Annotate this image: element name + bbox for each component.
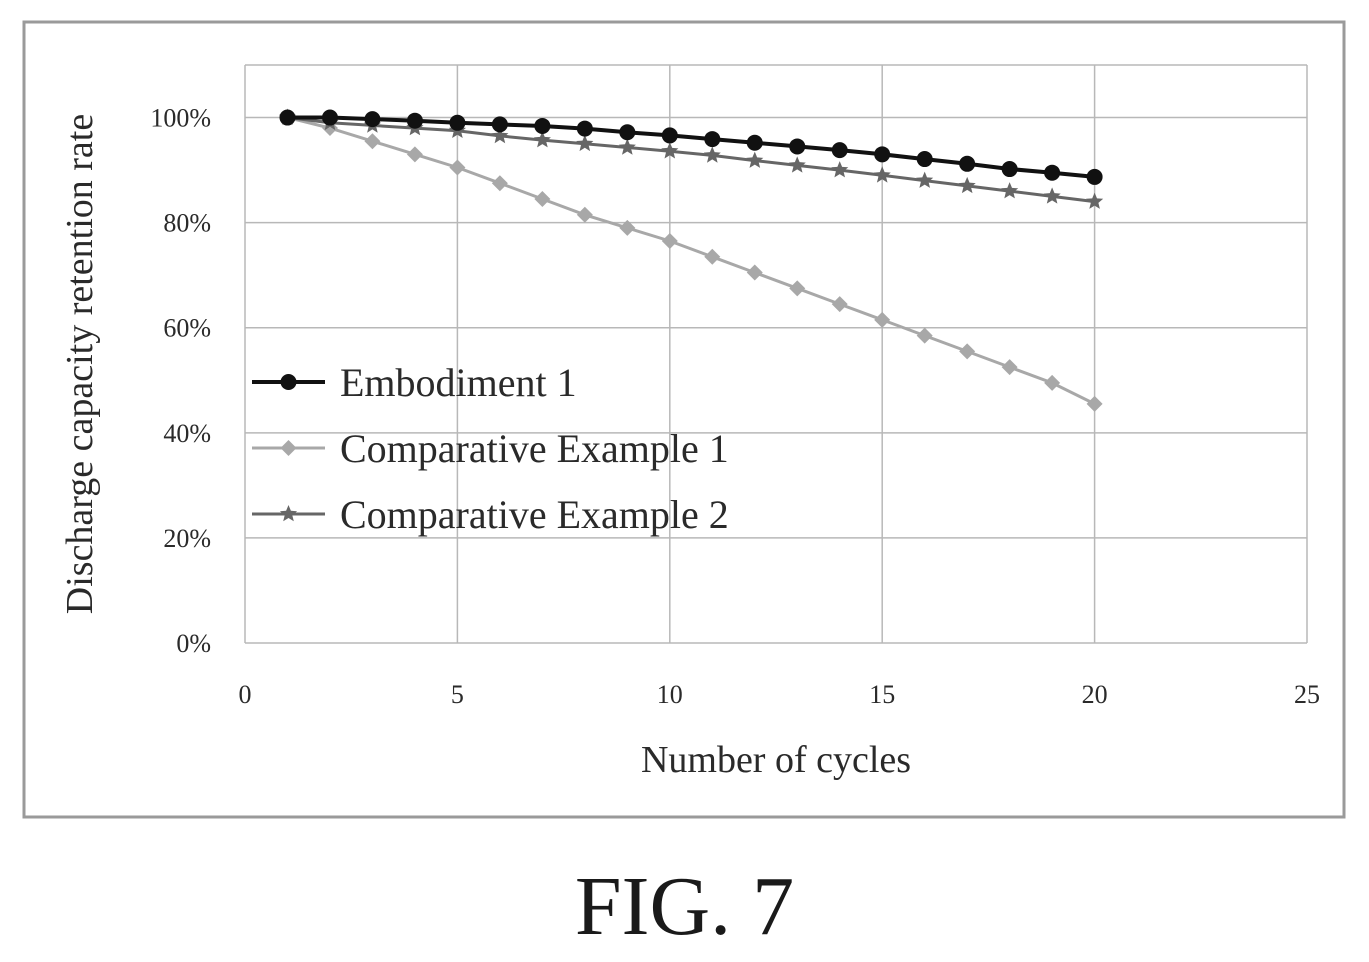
- y-axis-title: Discharge capacity retention rate: [59, 114, 101, 614]
- data-point: [406, 112, 423, 129]
- data-point: [661, 233, 678, 250]
- legend-label: Embodiment 1: [340, 360, 577, 405]
- legend: Embodiment 1 Comparative Example 1 Compara…: [252, 360, 729, 537]
- data-point: [916, 171, 934, 188]
- series-line: [287, 116, 1095, 204]
- data-point: [1001, 182, 1019, 199]
- data-point: [406, 146, 423, 163]
- figure-caption: FIG. 7: [574, 860, 795, 953]
- data-point: [321, 120, 338, 137]
- series-line: [287, 116, 1096, 406]
- data-point: [1086, 395, 1103, 412]
- data-point: [704, 248, 721, 265]
- data-point: [959, 343, 976, 360]
- legend-marker: [280, 374, 297, 390]
- series-embodiment-1: [279, 109, 1103, 185]
- chart-frame: [22, 20, 1346, 819]
- y-tick-label: 40%: [163, 419, 211, 448]
- data-point: [449, 159, 466, 176]
- data-point: [491, 116, 508, 133]
- data-point: [789, 280, 806, 297]
- series-comparative-example-2: [278, 108, 1104, 209]
- data-point: [661, 142, 679, 159]
- data-point: [874, 146, 891, 163]
- data-point: [746, 264, 763, 281]
- data-point: [704, 131, 721, 148]
- data-point: [746, 134, 763, 151]
- data-point: [1043, 187, 1061, 204]
- data-point: [746, 151, 764, 168]
- legend-item: Comparative Example 1: [252, 426, 729, 471]
- data-point: [831, 161, 849, 178]
- data-point: [364, 133, 381, 150]
- series-lines: [278, 108, 1104, 412]
- data-point: [576, 134, 594, 152]
- legend-label: Comparative Example 1: [340, 426, 729, 471]
- data-point: [874, 311, 891, 328]
- series-comparative-example-1: [279, 109, 1103, 412]
- x-tick-label: 25: [1294, 680, 1320, 709]
- data-point: [576, 206, 593, 223]
- data-point: [959, 155, 976, 172]
- y-tick-label: 100%: [150, 104, 211, 133]
- data-point: [1086, 168, 1103, 185]
- data-point: [831, 142, 848, 159]
- data-point: [618, 138, 636, 155]
- data-point: [958, 176, 976, 194]
- legend-marker: [279, 505, 298, 522]
- x-tick-label: 0: [239, 680, 252, 709]
- data-point: [916, 151, 933, 168]
- y-tick-label: 0%: [176, 629, 211, 658]
- data-point: [831, 296, 848, 313]
- data-point: [661, 127, 678, 144]
- x-tick-label: 20: [1082, 680, 1108, 709]
- data-point: [449, 114, 466, 131]
- data-point: [491, 126, 509, 144]
- data-point: [364, 111, 381, 128]
- data-point: [534, 190, 551, 207]
- data-point: [321, 109, 338, 126]
- tick-labels: 0 5 10 15 20 25 0% 20% 40% 60% 80% 100%: [150, 104, 1320, 709]
- data-point: [1044, 164, 1061, 181]
- data-point: [1044, 374, 1061, 391]
- legend-marker: [280, 440, 297, 456]
- legend-item: Comparative Example 2: [252, 492, 729, 537]
- data-point: [703, 146, 721, 163]
- x-axis-title: Number of cycles: [641, 739, 911, 781]
- data-point: [576, 120, 593, 137]
- legend-item: Embodiment 1: [252, 360, 577, 405]
- data-point: [619, 219, 636, 236]
- x-tick-label: 10: [657, 680, 683, 709]
- x-tick-label: 5: [451, 680, 464, 709]
- data-point: [1001, 161, 1018, 178]
- data-point: [916, 327, 933, 344]
- data-point: [873, 166, 891, 183]
- data-point: [1086, 192, 1104, 209]
- data-point: [533, 131, 551, 148]
- y-tick-label: 60%: [163, 314, 211, 343]
- y-tick-label: 20%: [163, 524, 211, 553]
- data-point: [619, 124, 636, 141]
- data-point: [279, 109, 296, 126]
- data-point: [789, 138, 806, 155]
- y-tick-label: 80%: [163, 209, 211, 238]
- legend-label: Comparative Example 2: [340, 492, 729, 537]
- data-point: [491, 175, 508, 192]
- data-point: [1001, 359, 1018, 376]
- data-point: [788, 156, 806, 173]
- data-point: [534, 117, 551, 134]
- x-tick-label: 15: [869, 680, 895, 709]
